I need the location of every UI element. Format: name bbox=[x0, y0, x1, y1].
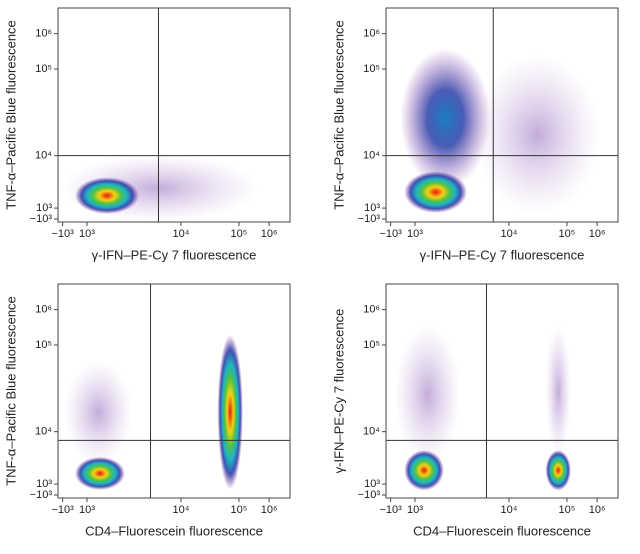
plot-frame bbox=[385, 7, 619, 223]
x-tick-label: 10³ bbox=[79, 228, 95, 240]
x-tick-label: 10⁴ bbox=[172, 504, 189, 516]
y-tick-label: 10³ bbox=[364, 202, 380, 214]
y-tick-label: 10³ bbox=[364, 478, 380, 490]
x-axis-label: γ-IFN–PE-Cy 7 fluorescence bbox=[92, 247, 257, 262]
y-axis-label: TNF-α–Pacific Blue fluorescence bbox=[3, 296, 18, 486]
y-tick-label: 10⁵ bbox=[363, 339, 380, 351]
y-tick-label: 10³ bbox=[36, 202, 52, 214]
y-tick-label: −10³ bbox=[358, 213, 381, 225]
y-tick-label: 10⁶ bbox=[35, 304, 52, 316]
population bbox=[74, 177, 140, 215]
x-tick-label: 10⁶ bbox=[589, 504, 606, 516]
y-tick-label: 10⁴ bbox=[35, 426, 52, 438]
x-tick-label: −10³ bbox=[379, 228, 402, 240]
y-tick-label: −10³ bbox=[30, 213, 53, 225]
population bbox=[474, 54, 600, 215]
x-tick-label: 10⁴ bbox=[500, 228, 517, 240]
y-tick-label: 10⁴ bbox=[363, 426, 380, 438]
population bbox=[404, 450, 444, 491]
x-tick-label: 10⁴ bbox=[172, 228, 189, 240]
x-tick-label: 10⁴ bbox=[500, 504, 517, 516]
y-tick-label: 10⁶ bbox=[363, 304, 380, 316]
y-axis-label: γ-IFN–PE-Cy 7 fluorescence bbox=[331, 309, 346, 474]
x-tick-label: 10⁵ bbox=[559, 228, 576, 240]
population bbox=[400, 48, 491, 189]
x-tick-label: 10³ bbox=[79, 504, 95, 516]
x-tick-label: 10⁶ bbox=[261, 504, 278, 516]
population bbox=[64, 360, 133, 465]
x-tick-label: 10⁵ bbox=[559, 504, 576, 516]
y-tick-label: 10³ bbox=[36, 478, 52, 490]
x-tick-label: −10³ bbox=[379, 504, 402, 516]
population bbox=[404, 171, 468, 214]
y-tick-label: 10⁴ bbox=[35, 150, 52, 162]
x-tick-label: −10³ bbox=[51, 504, 74, 516]
population bbox=[394, 324, 461, 465]
y-tick-label: 10⁵ bbox=[35, 339, 52, 351]
y-tick-label: 10⁶ bbox=[363, 28, 380, 40]
y-tick-label: 10⁶ bbox=[35, 28, 52, 40]
x-tick-label: 10³ bbox=[407, 228, 423, 240]
plot-frame bbox=[57, 7, 291, 223]
population bbox=[74, 456, 125, 491]
x-tick-label: 10⁶ bbox=[261, 228, 278, 240]
x-axis-label: γ-IFN–PE-Cy 7 fluorescence bbox=[420, 247, 585, 262]
x-tick-label: 10⁵ bbox=[231, 504, 248, 516]
x-axis-label: CD4–Fluorescein fluorescence bbox=[85, 523, 263, 538]
y-axis-label: TNF-α–Pacific Blue fluorescence bbox=[331, 20, 346, 210]
population bbox=[545, 324, 571, 459]
y-tick-label: 10⁵ bbox=[35, 63, 52, 75]
population bbox=[217, 334, 243, 490]
plot-frame bbox=[57, 283, 291, 499]
y-tick-label: 10⁴ bbox=[363, 150, 380, 162]
x-tick-label: 10⁵ bbox=[231, 228, 248, 240]
y-axis-label: TNF-α–Pacific Blue fluorescence bbox=[3, 20, 18, 210]
x-tick-label: 10⁶ bbox=[589, 228, 606, 240]
y-tick-label: 10⁵ bbox=[363, 63, 380, 75]
x-tick-label: −10³ bbox=[51, 228, 74, 240]
y-tick-label: −10³ bbox=[358, 489, 381, 501]
x-tick-label: 10³ bbox=[407, 504, 423, 516]
y-tick-label: −10³ bbox=[30, 489, 53, 501]
plot-frame bbox=[385, 283, 619, 499]
x-axis-label: CD4–Fluorescein fluorescence bbox=[413, 523, 591, 538]
population bbox=[545, 450, 571, 491]
